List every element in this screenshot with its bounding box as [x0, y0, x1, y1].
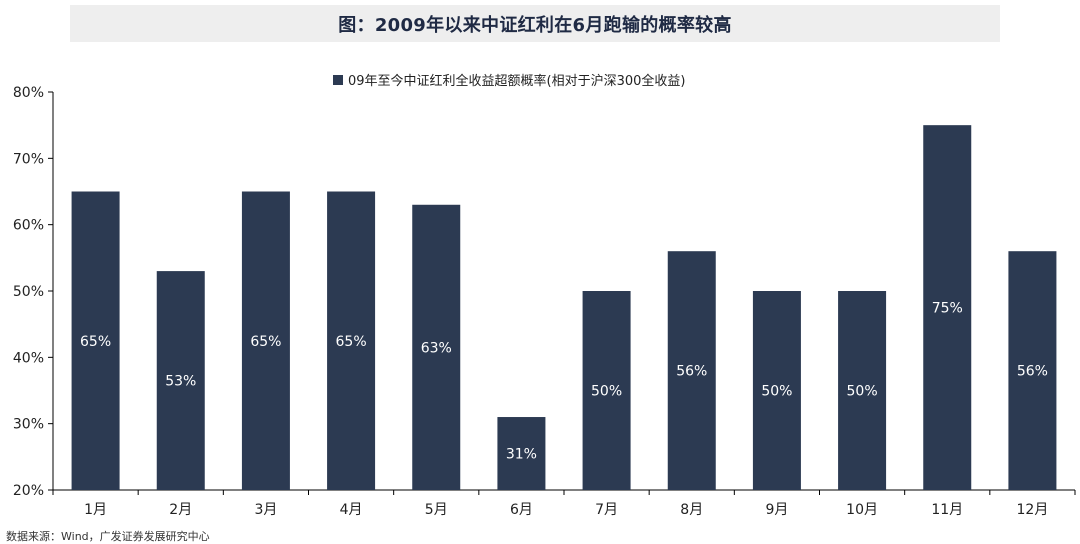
legend-swatch — [333, 75, 343, 85]
bar-value-label: 65% — [250, 334, 281, 350]
y-tick-label: 70% — [13, 151, 44, 167]
bar — [241, 191, 290, 490]
bar-value-label: 65% — [80, 334, 111, 350]
bar — [71, 191, 120, 490]
source-note: 数据来源：Wind，广发证券发展研究中心 — [6, 530, 210, 543]
bar — [667, 251, 716, 490]
x-tick-label: 10月 — [846, 502, 878, 518]
x-tick-label: 12月 — [1017, 502, 1049, 518]
x-tick-label: 6月 — [510, 502, 533, 518]
bar-value-label: 65% — [336, 334, 367, 350]
bar — [412, 204, 461, 490]
bar-value-label: 53% — [165, 374, 196, 390]
x-tick-label: 4月 — [340, 502, 363, 518]
bar — [838, 291, 887, 490]
bar-value-label: 75% — [932, 301, 963, 317]
bar-chart: 09年至今中证红利全收益超额概率(相对于沪深300全收益) 20% 30% 40% 5… — [13, 73, 1076, 518]
bar-value-label: 50% — [847, 384, 878, 400]
bars: 65% 53% 65% 65% 63% 31% 50% 56% 50% 50% 75% 56% — [71, 125, 1057, 491]
x-tick-label: 7月 — [595, 502, 618, 518]
x-tick-label: 1月 — [84, 502, 107, 518]
bar — [156, 271, 205, 490]
y-tick-label: 30% — [13, 417, 44, 433]
x-tick-label: 9月 — [765, 502, 788, 518]
y-axis: 20% 30% 40% 50% 60% 70% 80% — [13, 85, 54, 499]
chart-title-bar: 图：2009年以来中证红利在6月跑输的概率较高 — [70, 5, 1000, 42]
bar-value-label: 56% — [676, 364, 707, 380]
bar — [327, 191, 376, 490]
x-axis: 1月 2月 3月 4月 5月 6月 7月 8月 9月 10月 11月 12月 — [52, 489, 1076, 518]
x-tick-label: 2月 — [169, 502, 192, 518]
x-tick-label: 5月 — [425, 502, 448, 518]
y-tick-label: 50% — [13, 284, 44, 300]
y-tick-label: 20% — [13, 483, 44, 499]
y-tick-label: 60% — [13, 218, 44, 234]
bar-value-label: 63% — [421, 340, 452, 356]
legend-label: 09年至今中证红利全收益超额概率(相对于沪深300全收益) — [348, 73, 686, 89]
y-tick-label: 80% — [13, 85, 44, 101]
bar — [752, 291, 801, 490]
bar — [582, 291, 631, 490]
bar-value-label: 31% — [506, 447, 537, 463]
bar — [497, 417, 546, 490]
legend: 09年至今中证红利全收益超额概率(相对于沪深300全收益) — [333, 73, 686, 89]
bar — [923, 125, 972, 491]
bar-value-label: 50% — [761, 384, 792, 400]
bar-value-label: 56% — [1017, 364, 1048, 380]
bar-value-label: 50% — [591, 384, 622, 400]
bar — [1008, 251, 1057, 490]
y-tick-label: 40% — [13, 350, 44, 366]
x-tick-label: 8月 — [680, 502, 703, 518]
chart-title: 图：2009年以来中证红利在6月跑输的概率较高 — [338, 14, 732, 36]
x-tick-label: 11月 — [931, 502, 963, 518]
x-tick-label: 3月 — [254, 502, 277, 518]
